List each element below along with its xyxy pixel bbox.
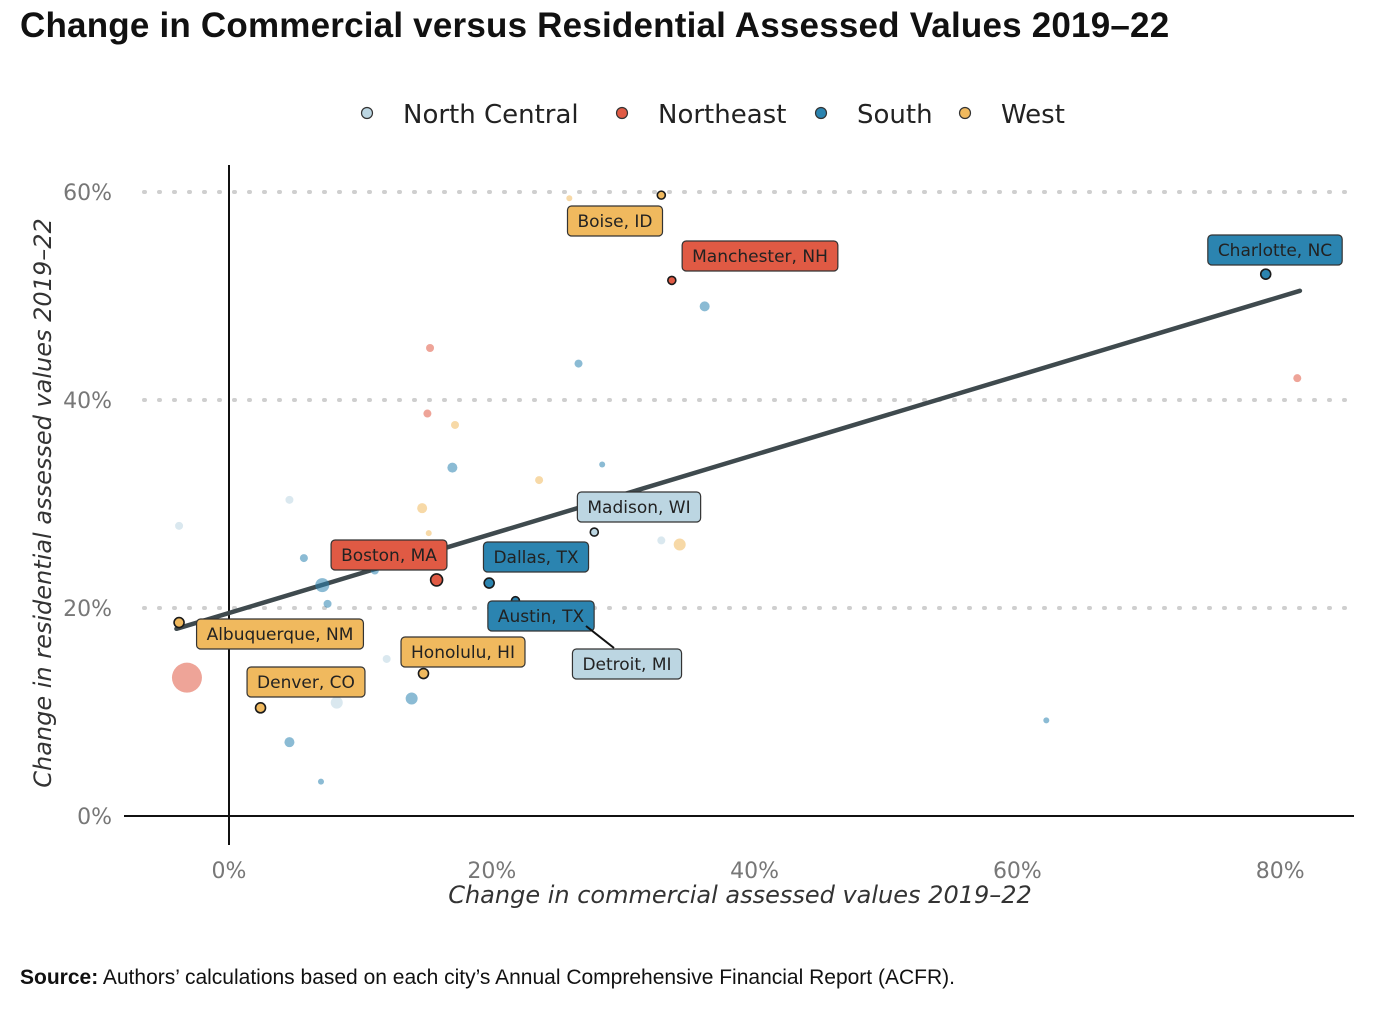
point-label: Manchester, NH <box>681 240 839 272</box>
trend-line <box>174 288 1303 632</box>
data-point <box>417 503 428 514</box>
legend-label: North Central <box>403 100 579 130</box>
data-point <box>425 530 432 537</box>
data-point <box>284 737 295 748</box>
point-label: Austin, TX <box>487 600 595 632</box>
chart-title: Change in Commercial versus Residential … <box>20 6 1170 45</box>
data-point <box>317 778 324 785</box>
data-point <box>673 538 686 551</box>
point-label: Honolulu, HI <box>400 636 526 668</box>
data-point <box>657 536 666 545</box>
point-label-box <box>487 600 595 632</box>
point-label-box <box>566 205 664 237</box>
point-label-box <box>195 618 365 650</box>
source-note: Source: Authors’ calculations based on e… <box>20 966 955 990</box>
data-point <box>417 667 430 680</box>
y-tick-label: 20% <box>63 597 112 622</box>
data-point <box>451 420 460 429</box>
data-point <box>667 275 677 286</box>
data-point <box>405 692 418 705</box>
label-leader-line <box>585 625 615 649</box>
data-point <box>1293 374 1302 383</box>
point-label-box <box>576 491 702 523</box>
point-label-text: Madison, WI <box>587 498 690 518</box>
data-point <box>171 662 202 693</box>
trend-line-group <box>174 288 1303 632</box>
x-tick-label: 0% <box>212 859 247 884</box>
data-point <box>447 462 458 473</box>
x-tick-label: 40% <box>730 859 779 884</box>
legend-swatch-west <box>958 106 972 120</box>
data-point <box>285 495 294 504</box>
point-label-text: Dallas, TX <box>493 548 578 568</box>
point-label: Detroit, MI <box>571 648 683 680</box>
data-point <box>426 344 435 352</box>
point-label: Charlotte, NC <box>1207 234 1343 266</box>
y-tick-label: 60% <box>63 181 112 206</box>
legend-swatch-north-central <box>360 106 374 120</box>
data-point <box>173 616 185 629</box>
point-label-box <box>482 541 590 573</box>
point-label-text: Charlotte, NC <box>1218 241 1332 261</box>
source-text: Authors’ calculations based on each city… <box>98 966 955 989</box>
point-label-box <box>1207 234 1343 266</box>
point-label-box <box>400 636 526 668</box>
data-point <box>254 702 267 714</box>
y-tick-label: 40% <box>63 389 112 414</box>
data-points <box>171 190 1302 785</box>
data-point <box>382 654 391 663</box>
point-label: Denver, CO <box>246 666 366 698</box>
data-point <box>656 190 667 200</box>
legend-label: West <box>1001 100 1065 130</box>
data-point <box>299 554 308 563</box>
point-label: Madison, WI <box>576 491 702 523</box>
point-label: Albuquerque, NM <box>195 618 365 650</box>
legend-label: Northeast <box>658 100 786 130</box>
data-point <box>699 301 710 312</box>
point-label-box <box>330 539 448 571</box>
point-label-text: Denver, CO <box>257 673 355 693</box>
legend-label: South <box>857 100 933 130</box>
point-label-box <box>246 666 366 698</box>
data-point <box>1043 717 1050 724</box>
point-label-text: Boise, ID <box>577 212 652 232</box>
x-tick-label: 80% <box>1256 859 1305 884</box>
point-label-text: Detroit, MI <box>582 655 671 675</box>
source-label: Source: <box>20 966 99 989</box>
legend-swatch-south <box>814 106 828 120</box>
x-axis-title: Change in commercial assessed values 201… <box>448 881 1032 909</box>
data-point <box>429 573 444 587</box>
point-label-text: Austin, TX <box>498 607 585 627</box>
data-point <box>589 527 600 537</box>
point-label-text: Albuquerque, NM <box>207 625 354 645</box>
x-tick-label: 20% <box>467 859 516 884</box>
point-label: Boise, ID <box>566 205 664 237</box>
legend-swatch-northeast <box>615 106 629 120</box>
data-point <box>323 599 332 608</box>
data-point <box>599 461 606 468</box>
data-point <box>566 195 573 202</box>
data-point <box>330 696 343 709</box>
data-point <box>175 521 184 530</box>
legend: North Central Northeast South West <box>360 100 1065 130</box>
point-label-text: Boston, MA <box>341 546 437 566</box>
point-label: Boston, MA <box>330 539 448 571</box>
x-tick-label: 60% <box>993 859 1042 884</box>
y-axis-title: Change in residential assessed values 20… <box>29 218 57 788</box>
point-label-box <box>681 240 839 272</box>
data-point <box>1259 268 1272 280</box>
data-point <box>483 577 495 589</box>
data-point <box>535 476 544 485</box>
point-labels: Albuquerque, NM Denver, CO Honolulu, HI Boi… <box>195 205 1343 698</box>
data-point <box>315 578 330 593</box>
data-point <box>423 409 432 418</box>
data-point <box>574 359 583 368</box>
point-label-text: Manchester, NH <box>692 247 828 267</box>
axes: 0% 20% 40% 60% 0% 20% 40% 60% 80% Change in comme… <box>29 165 1354 909</box>
point-label-box <box>571 648 683 680</box>
point-label: Dallas, TX <box>482 541 590 573</box>
point-label-text: Honolulu, HI <box>411 643 515 663</box>
y-tick-label: 0% <box>77 805 112 830</box>
